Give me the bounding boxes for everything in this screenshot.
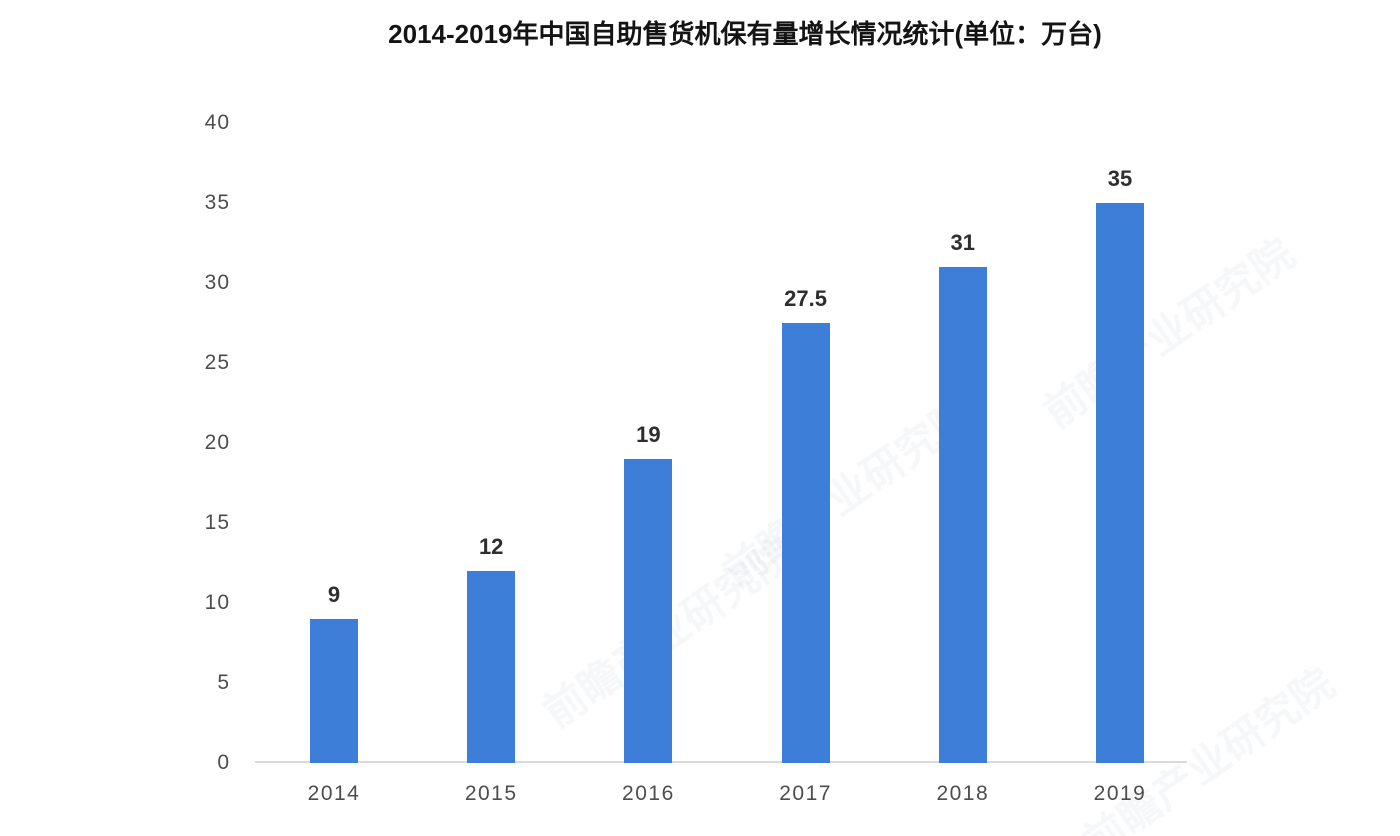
x-axis-tick-label-2014: 2014 [307,782,361,805]
bar-2019 [1096,203,1144,763]
y-axis-tick-label: 15 [204,511,230,534]
watermark-text: 前瞻产业研究院 [1034,229,1303,437]
bar-2014 [310,619,358,763]
y-axis-tick-label: 5 [217,671,230,694]
x-axis-tick-label-2017: 2017 [779,782,832,805]
x-axis-tick-label-2019: 2019 [1093,782,1147,805]
y-axis-tick-label: 40 [204,111,230,134]
bar-2015 [467,571,516,763]
y-axis-tick-label: 35 [204,191,230,214]
chart-title: 2014-2019年中国自助售货机保有量增长情况统计(单位：万台) [388,19,1102,49]
x-axis-tick-label-2016: 2016 [622,782,675,805]
value-label-2019: 35 [1107,166,1133,191]
y-axis-tick-label: 30 [204,271,230,294]
bar-2016 [624,459,673,763]
y-axis-tick-label: 10 [204,591,230,614]
x-axis-tick-label-2018: 2018 [936,782,990,805]
bar-2018 [938,267,987,763]
y-axis-tick-label: 0 [217,751,230,774]
value-label-2017: 27.5 [784,286,827,311]
value-label-2015: 12 [478,534,504,559]
value-label-2014: 9 [327,582,341,607]
value-label-2018: 31 [950,230,976,255]
value-label-2016: 19 [636,422,661,447]
bar-2017 [781,323,830,763]
y-axis-tick-label: 25 [204,351,230,374]
y-axis-tick-label: 20 [204,431,230,454]
x-axis-tick-label-2015: 2015 [464,782,518,805]
x-axis-line [255,761,1187,763]
